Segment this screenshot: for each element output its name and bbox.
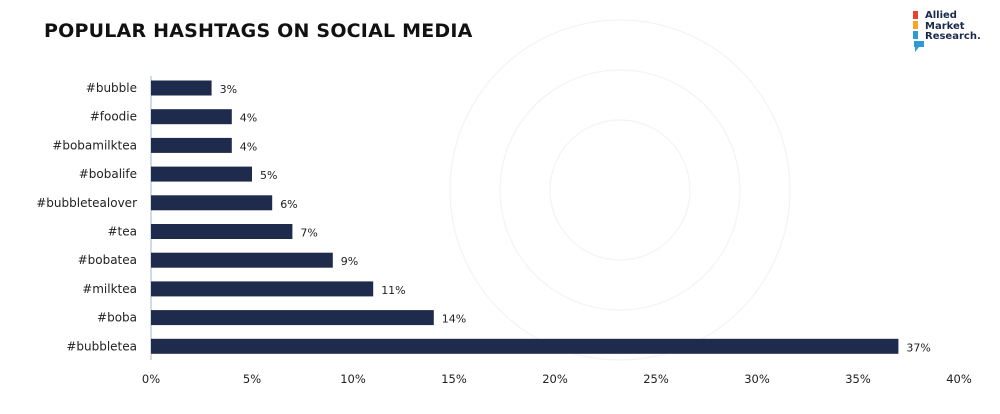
x-tick-label: 10% [340,372,366,386]
background-ring [499,69,741,311]
logo-line-2: Market [925,20,965,32]
category-label: #bobatea [78,253,137,267]
x-tick-label: 30% [744,372,770,386]
data-label: 14% [442,313,466,326]
data-label: 4% [240,140,257,153]
bar [151,281,374,297]
bar [151,80,212,96]
logo-line-1: Allied [925,10,957,21]
category-label: #bobalife [79,167,137,181]
logo-mark-icon [913,11,924,52]
data-label: 9% [341,255,358,268]
bar [151,137,232,153]
chart-title: POPULAR HASHTAGS ON SOCIAL MEDIA [44,20,473,42]
x-tick-label: 35% [845,372,871,386]
category-label: #bubbletealover [36,196,137,210]
background-ring [449,19,791,361]
category-label: #foodie [90,110,137,124]
category-label: #bubble [86,81,137,95]
bar [151,166,252,182]
x-tick-label: 5% [243,372,261,386]
bar [151,109,232,125]
x-tick-label: 40% [946,372,972,386]
x-tick-label: 25% [643,372,669,386]
category-label: #boba [97,311,137,325]
category-label: #milktea [82,282,137,296]
bar [151,224,293,239]
data-label: 4% [240,112,257,125]
data-label: 5% [260,169,277,182]
bar [151,195,273,211]
data-label: 3% [220,83,237,96]
logo-text: Allied Market Research. [925,10,981,43]
bar [151,310,434,326]
category-label: #bubbletea [66,339,137,353]
background-ring [549,119,691,261]
x-tick-label: 0% [142,372,160,386]
category-label: #tea [108,225,138,239]
bar [151,338,899,354]
data-label: 11% [381,284,405,297]
x-tick-label: 20% [542,372,568,386]
x-tick-label: 15% [441,372,467,386]
data-label: 6% [280,198,297,211]
bar [151,252,333,268]
category-label: #bobamilktea [52,138,137,152]
logo-line-3: Research. [925,31,981,42]
company-logo: Allied Market Research. [913,10,993,55]
data-label: 37% [906,341,930,354]
data-label: 7% [300,227,317,240]
